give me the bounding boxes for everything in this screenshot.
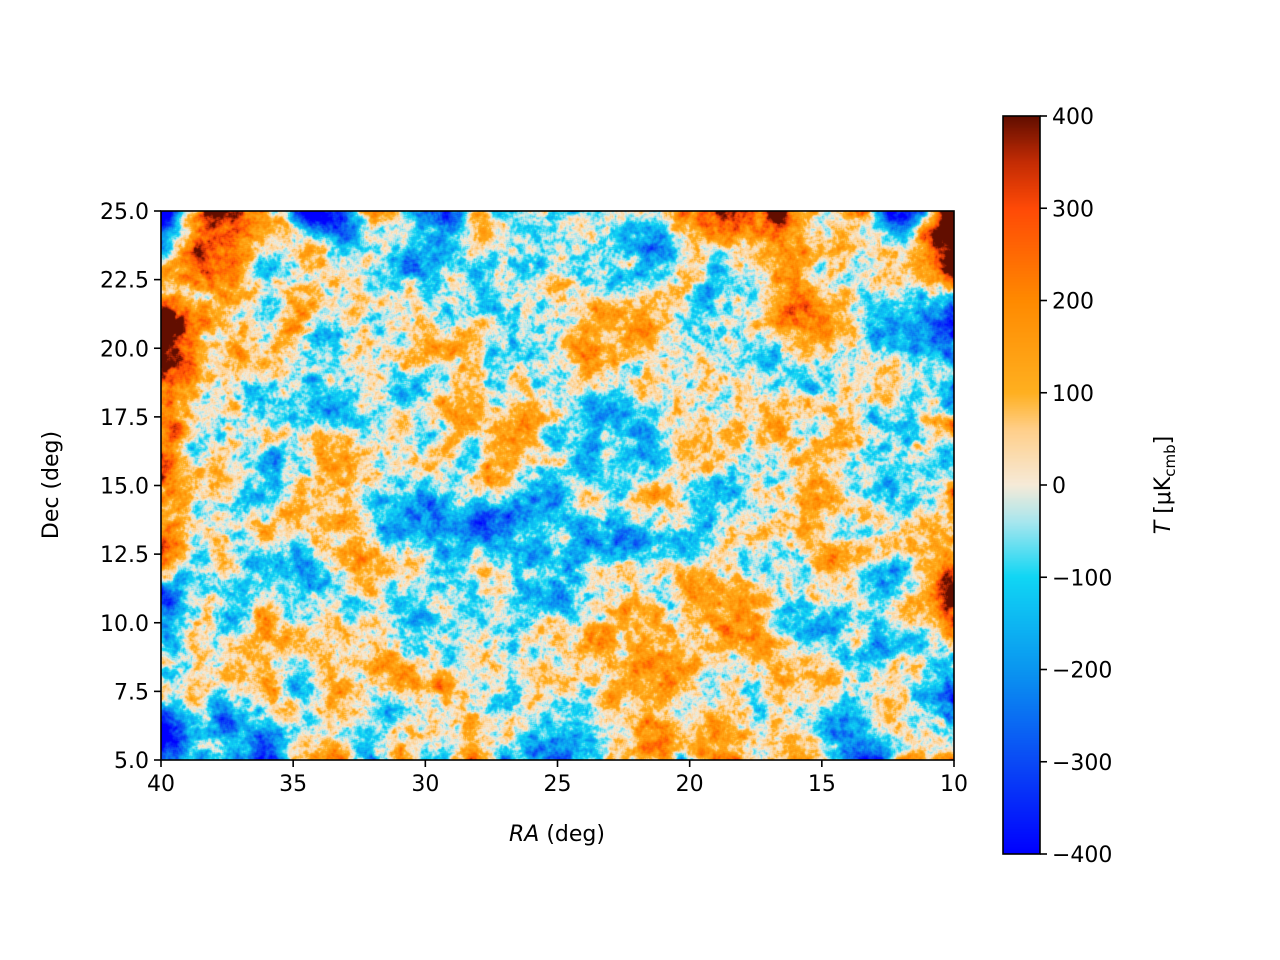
x-tick-label: 10 xyxy=(940,772,968,797)
colorbar-tick-label: −200 xyxy=(1052,659,1112,684)
y-tick-label: 15.0 xyxy=(100,475,149,500)
colorbar-gradient xyxy=(1003,116,1040,854)
colorbar-frame xyxy=(1002,115,1041,855)
y-tick-label: 20.0 xyxy=(100,337,149,362)
y-tick-label: 10.0 xyxy=(100,612,149,637)
x-tick-label: 20 xyxy=(676,772,704,797)
colorbar-tick-label: 300 xyxy=(1052,197,1094,222)
cmb-temperature-map xyxy=(161,211,954,760)
y-axis-label: Dec (deg) xyxy=(39,431,64,539)
colorbar-axis: 400 300 200 100 0 −100 −200 −300 −400 xyxy=(1040,105,1112,868)
x-axis-label: RA (deg) xyxy=(509,822,605,847)
y-axis: 5.0 7.5 10.0 12.5 15.0 17.5 20.0 22.5 25.0 xyxy=(100,200,161,774)
x-axis: 40 35 30 25 20 15 10 xyxy=(147,760,968,797)
y-tick-label: 12.5 xyxy=(100,543,149,568)
y-tick-label: 17.5 xyxy=(100,406,149,431)
x-tick-label: 15 xyxy=(808,772,836,797)
x-tick-label: 30 xyxy=(411,772,439,797)
colorbar-tick-label: −300 xyxy=(1052,751,1112,776)
x-tick-label: 35 xyxy=(279,772,307,797)
colorbar-tick-label: 100 xyxy=(1052,382,1094,407)
colorbar-tick-label: 400 xyxy=(1052,105,1094,130)
x-tick-label: 40 xyxy=(147,772,175,797)
y-tick-label: 25.0 xyxy=(100,200,149,225)
colorbar-tick-label: −400 xyxy=(1052,843,1112,868)
y-tick-label: 22.5 xyxy=(100,269,149,294)
x-tick-label: 25 xyxy=(544,772,572,797)
colorbar-tick-label: 0 xyxy=(1052,474,1066,499)
colorbar-tick-label: −100 xyxy=(1052,566,1112,591)
y-tick-label: 7.5 xyxy=(114,680,149,705)
y-tick-label: 5.0 xyxy=(114,749,149,774)
colorbar-tick-label: 200 xyxy=(1052,290,1094,315)
plot-frame xyxy=(160,210,955,761)
colorbar-label: T [μKcmb] xyxy=(1151,436,1179,534)
